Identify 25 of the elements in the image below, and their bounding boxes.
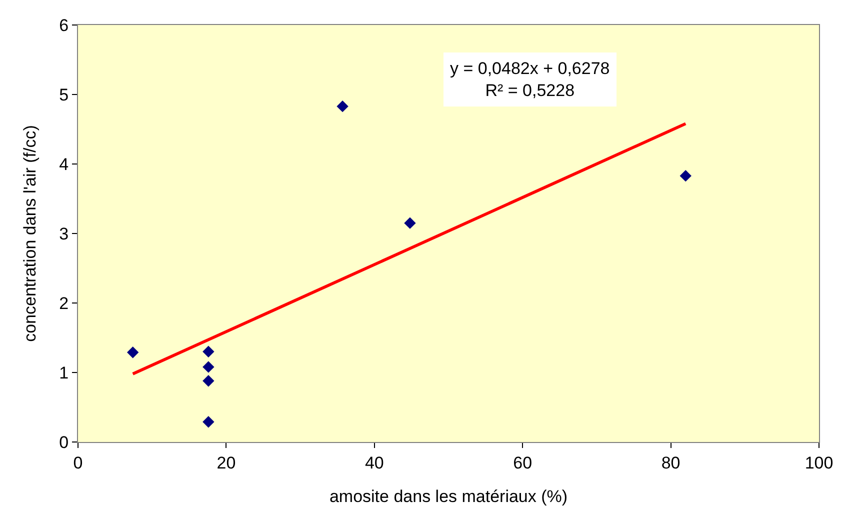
x-tick-label: 100 [804,453,834,472]
annotation: y = 0,0482x + 0,6278 [450,59,610,78]
point [202,374,214,387]
y-tick-label: 5 [59,85,69,104]
y-tick-label: 1 [59,363,69,382]
point [202,416,214,428]
y-tick-label: 4 [59,154,69,174]
point [202,361,214,373]
point [126,346,139,358]
x-tick-label: 20 [216,453,236,472]
y-tick-label: 6 [59,16,69,35]
y-axis-title: concentration dans l'air (f/cc) [20,125,40,342]
point [202,346,214,358]
y-tick-label: 2 [59,294,69,313]
y-tick-label: 3 [59,224,69,244]
x-tick-label: 0 [73,453,83,472]
annotation: R² = 0,5228 [485,81,575,100]
y-tick-label: 0 [59,432,69,452]
point [336,100,348,112]
x-tick-label: 40 [364,453,384,472]
point [680,170,692,182]
point [404,217,416,229]
x-tick-label: 60 [513,453,532,472]
x-tick-label: 80 [661,453,680,472]
x-axis-title: amosite dans les matériaux (%) [329,486,568,506]
